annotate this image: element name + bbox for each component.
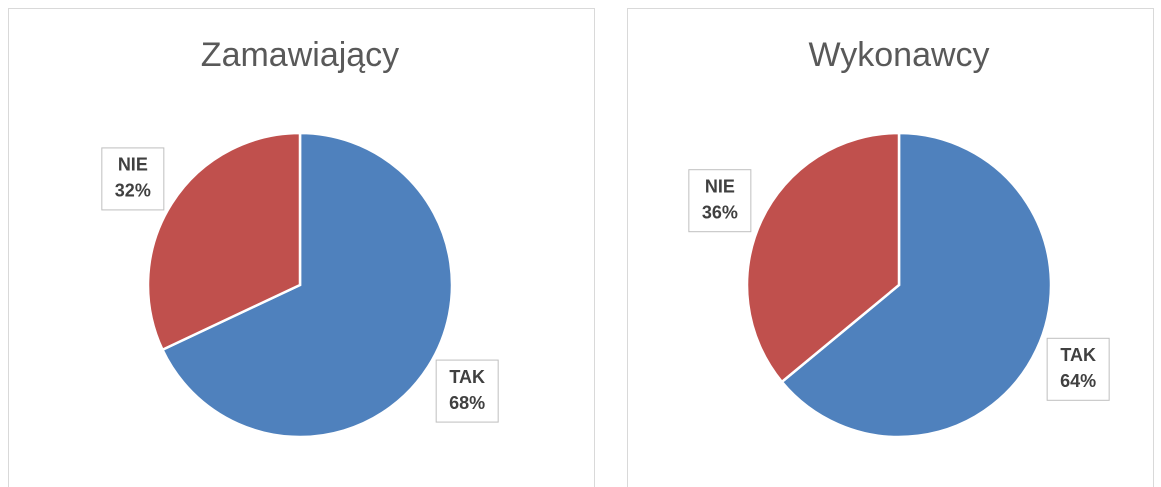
data-label-box [435, 359, 499, 423]
chart-title: Zamawiający [201, 36, 399, 74]
pie-slice [160, 131, 454, 439]
data-label: NIE 32% [101, 147, 165, 211]
chart-title: Wykonawcy [808, 36, 989, 74]
data-label-box [101, 147, 165, 211]
data-label-value: 64% [1060, 371, 1096, 391]
pie-slice [745, 131, 901, 384]
data-label: NIE 36% [688, 169, 752, 233]
data-label-category: NIE [705, 176, 735, 196]
pie-slice [780, 131, 1053, 439]
data-label-value: 36% [702, 202, 738, 222]
data-label-box [1046, 337, 1110, 401]
data-label-category: TAK [449, 367, 485, 387]
data-label-box [688, 169, 752, 233]
data-label-value: 68% [449, 393, 485, 413]
data-label-category: NIE [118, 155, 148, 175]
data-label: TAK 68% [435, 359, 499, 423]
data-label: TAK 64% [1046, 337, 1110, 401]
data-label-value: 32% [115, 181, 151, 201]
data-label-category: TAK [1060, 345, 1096, 365]
pie-slice [146, 131, 302, 352]
